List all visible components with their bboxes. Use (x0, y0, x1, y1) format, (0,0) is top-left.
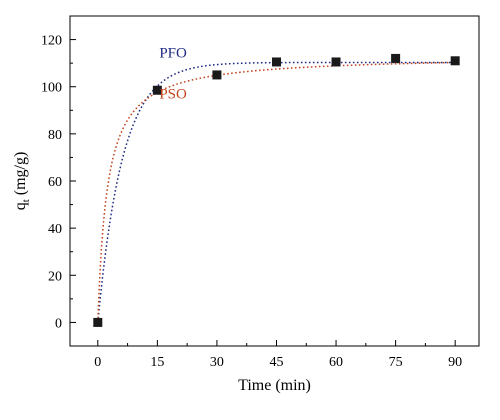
x-tick-label: 45 (269, 355, 283, 370)
x-axis-title: Time (min) (238, 377, 311, 394)
y-axis-title-subscript: t (20, 199, 32, 202)
x-tick-label: 75 (389, 355, 403, 370)
y-axis-title-unit: (mg/g) (12, 152, 29, 200)
data-point-marker (450, 56, 460, 66)
fit-curve-pso (97, 61, 456, 323)
x-axis-ticks: 0 15 30 45 60 75 90 (94, 340, 462, 370)
y-tick-label: 0 (55, 316, 62, 331)
curve-label-pso: PSO (159, 87, 187, 103)
x-tick-label: 60 (329, 355, 343, 370)
data-point-marker (331, 57, 341, 67)
data-markers (93, 53, 460, 327)
x-tick-label: 0 (94, 355, 101, 370)
data-point-marker (93, 317, 103, 327)
y-axis-ticks: 0 20 40 60 80 100 120 (41, 15, 76, 331)
curve-label-pfo: PFO (159, 45, 187, 61)
y-tick-label: 120 (41, 34, 62, 49)
y-axis-title: qt (mg/g) (12, 152, 32, 211)
curve-labels: PFO PSO (159, 45, 187, 102)
data-point-marker (212, 70, 222, 80)
data-point-marker (391, 53, 401, 63)
fit-curve-pfo (97, 61, 456, 323)
y-axis-title-main: q (12, 202, 29, 210)
y-tick-label: 40 (48, 222, 62, 237)
x-tick-label: 15 (150, 355, 164, 370)
y-tick-label: 100 (41, 81, 62, 96)
x-tick-label: 30 (210, 355, 224, 370)
y-tick-label: 60 (48, 175, 62, 190)
y-tick-label: 80 (48, 128, 62, 143)
x-tick-label: 90 (448, 355, 462, 370)
y-tick-label: 20 (48, 269, 62, 284)
fit-curves (97, 61, 456, 323)
data-point-marker (152, 85, 162, 95)
data-point-marker (271, 57, 281, 67)
